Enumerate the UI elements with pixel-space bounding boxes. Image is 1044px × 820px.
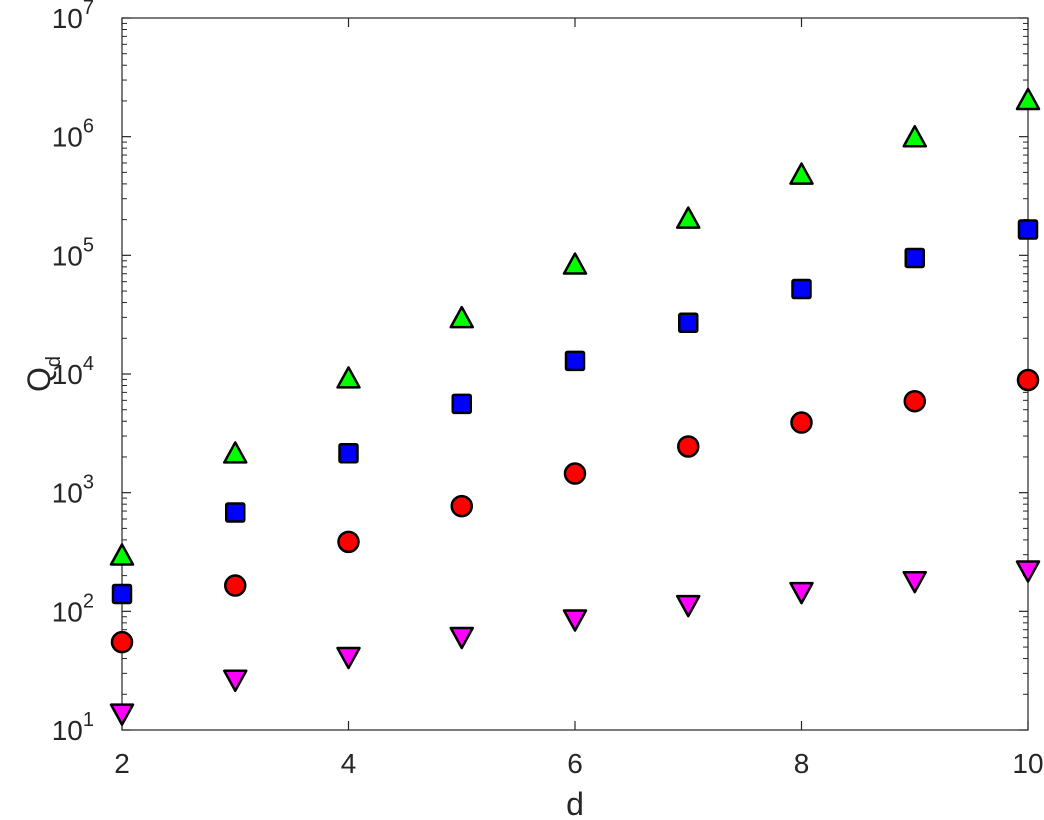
triangle-down-marker	[1015, 560, 1041, 583]
circle-marker	[224, 574, 247, 597]
triangle-down-marker	[789, 581, 814, 605]
x-tick-labels: 2 4 6 8 10	[114, 748, 1043, 779]
y-tick-label: 101	[52, 709, 94, 746]
square-marker	[225, 502, 246, 523]
square-marker	[791, 278, 812, 300]
y-tick-base: 10	[52, 359, 83, 390]
y-axis-label-main: Q	[21, 367, 57, 392]
y-tick-exponent: 4	[83, 353, 94, 375]
triangle-up-marker	[336, 366, 361, 389]
y-tick-label: 105	[52, 234, 94, 271]
y-tick-label: 102	[52, 590, 94, 627]
square-marker	[338, 442, 359, 464]
triangle-down-marker	[336, 646, 361, 670]
triangle-up-marker	[562, 252, 588, 275]
y-tick-label: 103	[52, 472, 94, 509]
triangle-down-marker	[109, 703, 135, 726]
triangle-up-marker	[109, 543, 135, 566]
triangle-up-marker	[676, 206, 701, 229]
y-tick-exponent: 2	[83, 590, 94, 612]
y-axis-label: Qd	[21, 356, 65, 392]
y-tick-base: 10	[52, 122, 83, 153]
y-tick-exponent: 3	[83, 472, 94, 494]
y-tick-exponent: 5	[83, 234, 94, 256]
y-tick-label: 107	[52, 0, 94, 34]
square-marker	[111, 583, 133, 605]
circle-marker	[1016, 368, 1040, 392]
y-tick-base: 10	[52, 3, 83, 34]
triangle-up-marker	[902, 124, 927, 148]
circle-marker	[563, 462, 587, 485]
square-marker	[451, 393, 472, 415]
triangle-up-marker	[789, 162, 814, 185]
y-tick-exponent: 7	[83, 0, 94, 19]
y-axis-label-subscript: d	[43, 356, 65, 367]
triangle-down-marker	[562, 609, 588, 632]
triangle-up-marker	[449, 305, 474, 329]
x-tick-label: 2	[114, 748, 130, 779]
y-tick-label: 106	[52, 116, 94, 153]
triangle-up-marker	[223, 441, 248, 464]
x-tick-label: 10	[1012, 748, 1043, 779]
y-tick-exponent: 1	[83, 709, 94, 731]
y-tick-base: 10	[52, 715, 83, 746]
x-tick-label: 6	[567, 748, 583, 779]
triangle-down-marker	[902, 570, 927, 594]
x-tick-label: 4	[341, 748, 357, 779]
y-tick-base: 10	[52, 240, 83, 271]
square-marker	[678, 312, 699, 334]
circle-marker	[110, 630, 134, 654]
x-axis-label: d	[566, 786, 584, 820]
circle-marker	[450, 494, 473, 518]
triangle-up-marker	[1015, 87, 1041, 111]
circle-marker	[903, 389, 926, 413]
x-tick-label: 8	[794, 748, 810, 779]
circle-marker	[337, 530, 360, 554]
circle-marker	[790, 411, 813, 434]
square-marker	[904, 247, 925, 269]
y-tick-base: 10	[52, 478, 83, 509]
square-marker	[1017, 219, 1039, 240]
y-tick-base: 10	[52, 596, 83, 627]
triangle-down-marker	[223, 669, 248, 693]
data-markers	[109, 87, 1041, 726]
triangle-down-marker	[676, 594, 701, 618]
y-tick-exponent: 6	[83, 116, 94, 138]
y-tick-label: 104	[52, 353, 94, 390]
circle-marker	[677, 435, 700, 458]
triangle-down-marker	[449, 626, 474, 650]
square-marker	[564, 350, 586, 372]
